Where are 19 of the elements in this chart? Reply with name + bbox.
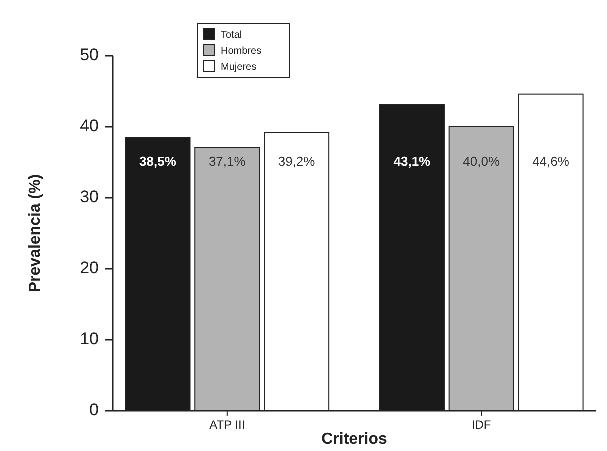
y-tick-label: 50 — [80, 45, 99, 64]
data-label: 43,1% — [394, 154, 432, 169]
y-tick-label: 20 — [80, 258, 99, 278]
data-label: 39,2% — [278, 154, 316, 169]
y-tick-label: 0 — [90, 400, 99, 420]
x-tick-label: IDF — [472, 418, 492, 432]
data-label: 38,5% — [140, 154, 177, 169]
y-tick-label: 30 — [80, 187, 99, 206]
y-tick-label: 40 — [80, 116, 99, 136]
y-tick-label: 10 — [80, 329, 99, 348]
y-axis-title: Prevalencia (%) — [27, 174, 44, 293]
data-label: 44,6% — [532, 154, 570, 169]
legend-label: Total — [221, 30, 242, 41]
data-label: 37,1% — [208, 154, 246, 169]
legend-label: Hombres — [221, 46, 262, 57]
x-tick-label: ATP III — [210, 418, 246, 432]
data-label: 40,0% — [463, 154, 500, 169]
x-axis-title: Criterios — [322, 431, 388, 448]
legend-label: Mujeres — [221, 62, 257, 73]
